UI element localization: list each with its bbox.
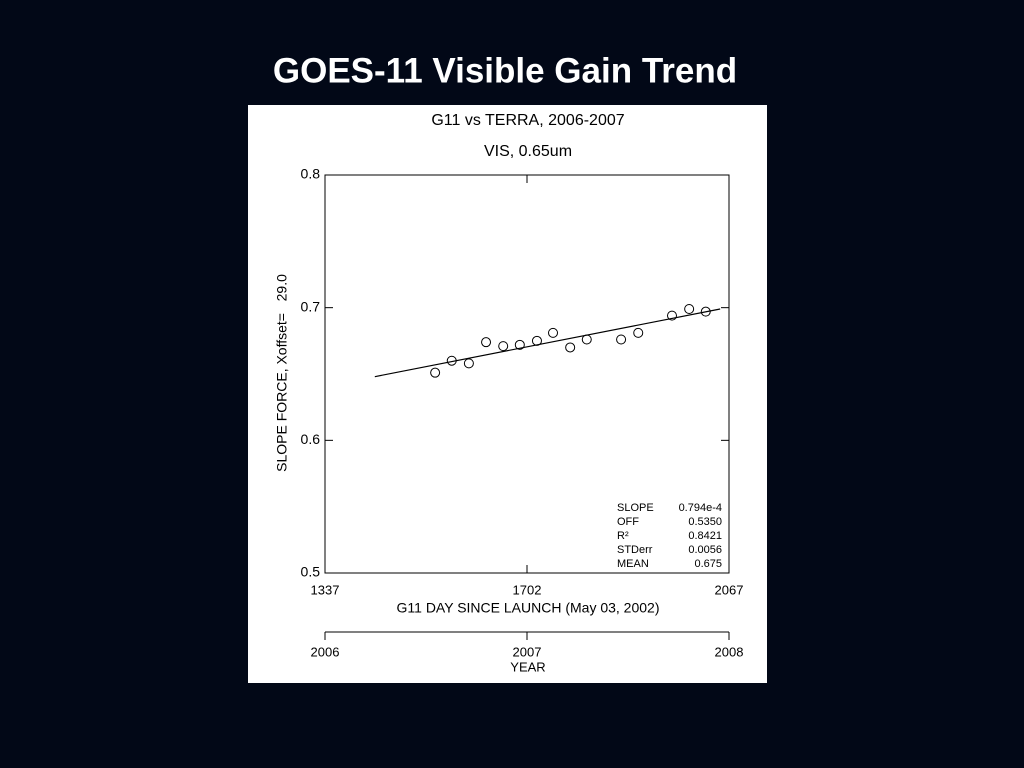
x-tick-label: 2067 <box>715 582 744 597</box>
data-point <box>446 355 457 366</box>
data-point <box>666 310 677 321</box>
data-point <box>514 339 525 350</box>
data-point <box>700 306 711 317</box>
year-tick-label: 2007 <box>513 644 542 659</box>
stat-value: 0.0056 <box>688 544 722 556</box>
stat-label: R² <box>617 530 629 542</box>
data-point <box>616 334 627 345</box>
stat-label: OFF <box>617 516 639 528</box>
fit-line <box>374 308 721 378</box>
stat-label: MEAN <box>617 558 649 570</box>
chart-title: G11 vs TERRA, 2006-2007 <box>431 112 624 129</box>
x-tick-label: 1702 <box>513 582 542 597</box>
data-point <box>463 358 474 369</box>
data-point <box>531 335 542 346</box>
y-tick-label: 0.6 <box>301 431 321 447</box>
y-tick-label: 0.8 <box>301 166 321 182</box>
chart-subtitle: VIS, 0.65um <box>484 143 572 160</box>
stat-value: 0.794e-4 <box>679 502 722 514</box>
data-point <box>548 327 559 338</box>
stat-value: 0.8421 <box>688 530 722 542</box>
chart-panel <box>248 105 767 683</box>
data-point <box>498 341 509 352</box>
year-tick-label: 2008 <box>715 644 744 659</box>
year-tick-label: 2006 <box>311 644 340 659</box>
year-axis-label: YEAR <box>510 659 545 674</box>
data-point <box>581 334 592 345</box>
data-point <box>684 303 695 314</box>
stat-value: 0.675 <box>694 558 722 570</box>
y-axis-label: SLOPE FORCE, Xoffset= 29.0 <box>274 274 290 472</box>
data-point <box>430 367 441 378</box>
y-tick-label: 0.7 <box>301 298 321 314</box>
x-axis-label: G11 DAY SINCE LAUNCH (May 03, 2002) <box>397 600 660 616</box>
stat-label: SLOPE <box>617 502 654 514</box>
y-tick-label: 0.5 <box>301 564 321 580</box>
x-tick-label: 1337 <box>311 582 340 597</box>
data-point <box>633 327 644 338</box>
data-point <box>565 342 576 353</box>
slide-title: GOES-11 Visible Gain Trend <box>273 51 737 90</box>
stat-label: STDerr <box>617 544 653 556</box>
data-point <box>481 337 492 348</box>
stat-value: 0.5350 <box>688 516 722 528</box>
